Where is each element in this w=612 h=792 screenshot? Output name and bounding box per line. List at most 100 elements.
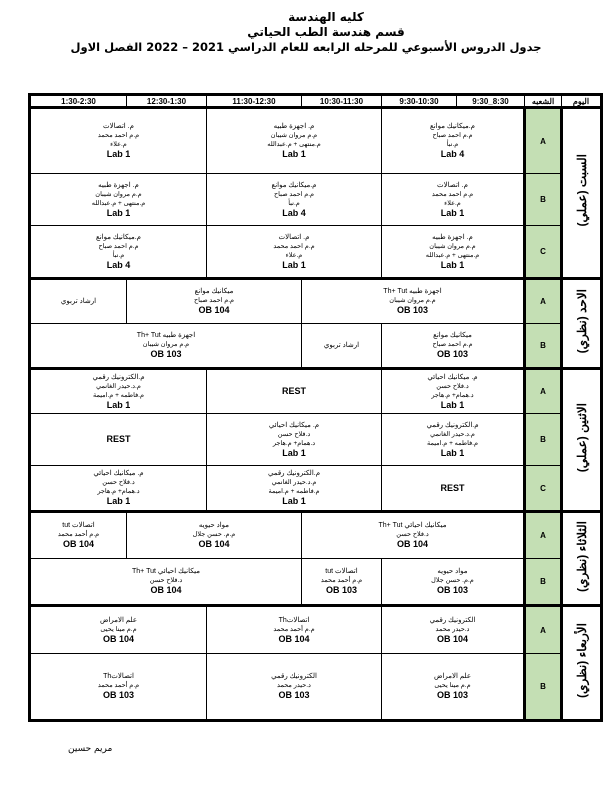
room-label: Lab 1 [106, 399, 131, 410]
room-label: OB 104 [436, 633, 469, 644]
course-name: ارشاد تربوي [323, 342, 360, 349]
room-label: Lab 1 [106, 207, 131, 218]
class-cell: م. اتصالات م.م احمد محمد م.علاء Lab 1 [29, 106, 207, 174]
course-name: مواد حيويه [437, 568, 468, 575]
course-name: الكترونيك رقمي [429, 616, 476, 624]
course-name: ميكانيك موانع [194, 288, 234, 295]
day-label: الأربعاء (نظري) [574, 623, 589, 698]
instructor-name: د.حيدر محمد [277, 682, 311, 689]
instructor-name: د.فلاح حسن [277, 430, 311, 438]
time-slot-header: 10:30-11:30 [301, 94, 382, 108]
section-label: A [523, 510, 562, 559]
class-cell: مواد حيويه م.م. حسن جلال OB 103 [381, 558, 525, 606]
room-label: OB 103 [278, 690, 310, 700]
course-name: م.الكترونيك رقمي [267, 470, 321, 477]
instructor-name: م.د.حيدر الغانمي [430, 430, 475, 438]
class-cell: اجهزة طبيه Th+ Tut م.م مروان شيبان OB 103 [301, 277, 525, 324]
room-label: OB 104 [150, 585, 182, 595]
class-cell: م. اجهزة طبيه م.م مروان شيبان م.منتهى + م.… [381, 225, 525, 279]
section-label: C [523, 225, 562, 279]
class-cell: اتصالات tut م.م أحمد محمد OB 103 [301, 558, 382, 606]
section-label: B [523, 173, 562, 226]
class-cell: ميكانيك احيائي Th+ Tut د.فلاح حسن OB 104 [301, 510, 525, 559]
room-label: OB 104 [278, 633, 310, 644]
table-row: الأربعاء (نظري) A الكترونيك رقمي د.حيدر محم… [29, 604, 603, 721]
class-cell: م.الكترونيك رقمي م.د.حيدر الغانمي م.فاطمه … [381, 413, 525, 466]
instructor-name: م.م أحمد محمد [320, 577, 363, 584]
room-label: OB 104 [396, 539, 429, 549]
course-name: اتصالاتTh [103, 673, 134, 680]
class-cell: م. اتصالات م.م احمد محمد م.علاء Lab 1 [206, 225, 382, 279]
room-label: OB 103 [102, 690, 135, 700]
day-label: السبت (عملي) [574, 154, 589, 227]
course-name: م.ميكانيك موانع [429, 123, 476, 130]
course-name: ميكانيك موانع [433, 332, 472, 339]
class-cell: اجهزة طبيه Th+ Tut م.م مروان شيبان OB 103 [29, 323, 302, 369]
class-cell: REST [381, 465, 525, 512]
room-label: Lab 4 [106, 259, 131, 270]
day-cell: الاحد (نظري) [560, 277, 603, 369]
room-label: Lab 1 [282, 259, 306, 270]
class-cell: REST [29, 413, 207, 466]
table-row: C م. اجهزة طبيه م.م مروان شيبان م.منتهى + م… [29, 225, 602, 279]
instructor-name: د.فلاح حسن [102, 479, 135, 486]
rest-label: REST [106, 434, 131, 444]
instructor-name: م.م احمد صباح [432, 341, 473, 348]
course-name: مواد حيويه [198, 522, 230, 529]
room-label: Lab 1 [282, 149, 306, 159]
day-label: الثلاثاء (نظري) [574, 520, 589, 592]
room-label: OB 103 [436, 585, 469, 595]
document-header: كليه الهندسة قسم هندسة الطب الحياتي جدول… [0, 10, 612, 55]
room-label: OB 104 [198, 539, 230, 549]
room-label: OB 103 [436, 349, 469, 359]
instructor-name: د.حيدر محمد [435, 625, 470, 633]
instructor-name: د.همام+ م.هاجر [97, 488, 140, 495]
instructor-name: م.منتهى + م.عبدالله [267, 141, 321, 148]
course-name: ارشاد تربوي [60, 298, 97, 305]
class-cell: م.ميكانيك موانع م.م احمد صباح م.نبأ Lab 4 [381, 106, 525, 174]
instructor-name: م.د.حيدر الغانمي [271, 479, 317, 486]
course-name: م. اتصالات [278, 233, 310, 241]
class-cell: م. ميكانيك احيائي د.فلاح حسن د.همام+ م.هاج… [29, 465, 207, 512]
room-label: Lab 1 [106, 149, 131, 159]
course-name: ميكانيك احيائي Th+ Tut [378, 522, 447, 529]
header-row: اليوم الشعبه 8:30_9:30 9:30-10:30 10:30-11… [29, 94, 602, 108]
day-cell: الأربعاء (نظري) [560, 604, 603, 721]
course-name: م.ميكانيك موانع [271, 181, 317, 189]
section-label: A [523, 367, 562, 414]
instructor-name: م.م. حسن جلال [431, 577, 474, 584]
course-name: م. ميكانيك احيائي [93, 470, 144, 477]
time-slot-header: 1:30-2:30 [29, 94, 127, 108]
day-cell: الثلاثاء (نظري) [560, 510, 603, 606]
table-row: B علم الامراض م.م مينا يحيى OB 103 الكترونيك… [29, 653, 602, 721]
instructor-name: م.م أحمد محمد [57, 531, 100, 538]
instructor-name: م.م احمد محمد [431, 190, 474, 198]
instructor-name: م.منتهى + م.عبدالله [425, 251, 480, 259]
rest-label: REST [440, 482, 465, 493]
instructor-name: د.فلاح حسن [396, 531, 429, 538]
instructor-name: م.م. حسن جلال [192, 531, 236, 538]
section-label: B [523, 323, 562, 369]
class-cell: ميكانيك موانع م.م احمد صباح OB 103 [381, 323, 525, 369]
instructor-name: م.م مينا يحيى [100, 625, 137, 633]
table-row: B م.الكترونيك رقمي م.د.حيدر الغانمي م.فاطمه… [29, 413, 602, 466]
class-cell: ميكانيك احيائي Th+ Tut د.فلاح حسن OB 104 [29, 558, 302, 606]
course-name: اتصالاتTh [278, 616, 310, 624]
instructor-name: م.د.حيدر الغانمي [96, 382, 141, 390]
instructor-name: م.م مروان شيبان [389, 297, 436, 304]
table-row: B مواد حيويه م.م. حسن جلال OB 103 اتصالات tu… [29, 558, 602, 606]
room-label: OB 103 [396, 305, 429, 315]
room-label: Lab 1 [106, 496, 131, 506]
day-cell: الاثنين (عملي) [560, 367, 603, 512]
room-label: Lab 1 [440, 259, 465, 270]
class-cell: علم الامراض م.م مينا يحيى OB 103 [381, 653, 525, 721]
instructor-name: م.م احمد صباح [98, 242, 139, 250]
instructor-name: م.فاطمه + م.اميمة [92, 391, 145, 399]
instructor-name: د.فلاح حسن [436, 382, 469, 390]
instructor-name: م.م مروان شيبان [95, 190, 142, 198]
class-cell: م.الكترونيك رقمي م.د.حيدر الغانمي م.فاطمه … [29, 367, 207, 414]
timetable: اليوم الشعبه 8:30_9:30 9:30-10:30 10:30-11… [28, 93, 603, 722]
class-cell: م.ميكانيك موانع م.م احمد صباح م.نبأ Lab 4 [206, 173, 382, 226]
time-slot-header: 12:30-1:30 [126, 94, 207, 108]
class-cell: م. ميكانيك احيائي د.فلاح حسن د.همام+ م.هاج… [206, 413, 382, 466]
